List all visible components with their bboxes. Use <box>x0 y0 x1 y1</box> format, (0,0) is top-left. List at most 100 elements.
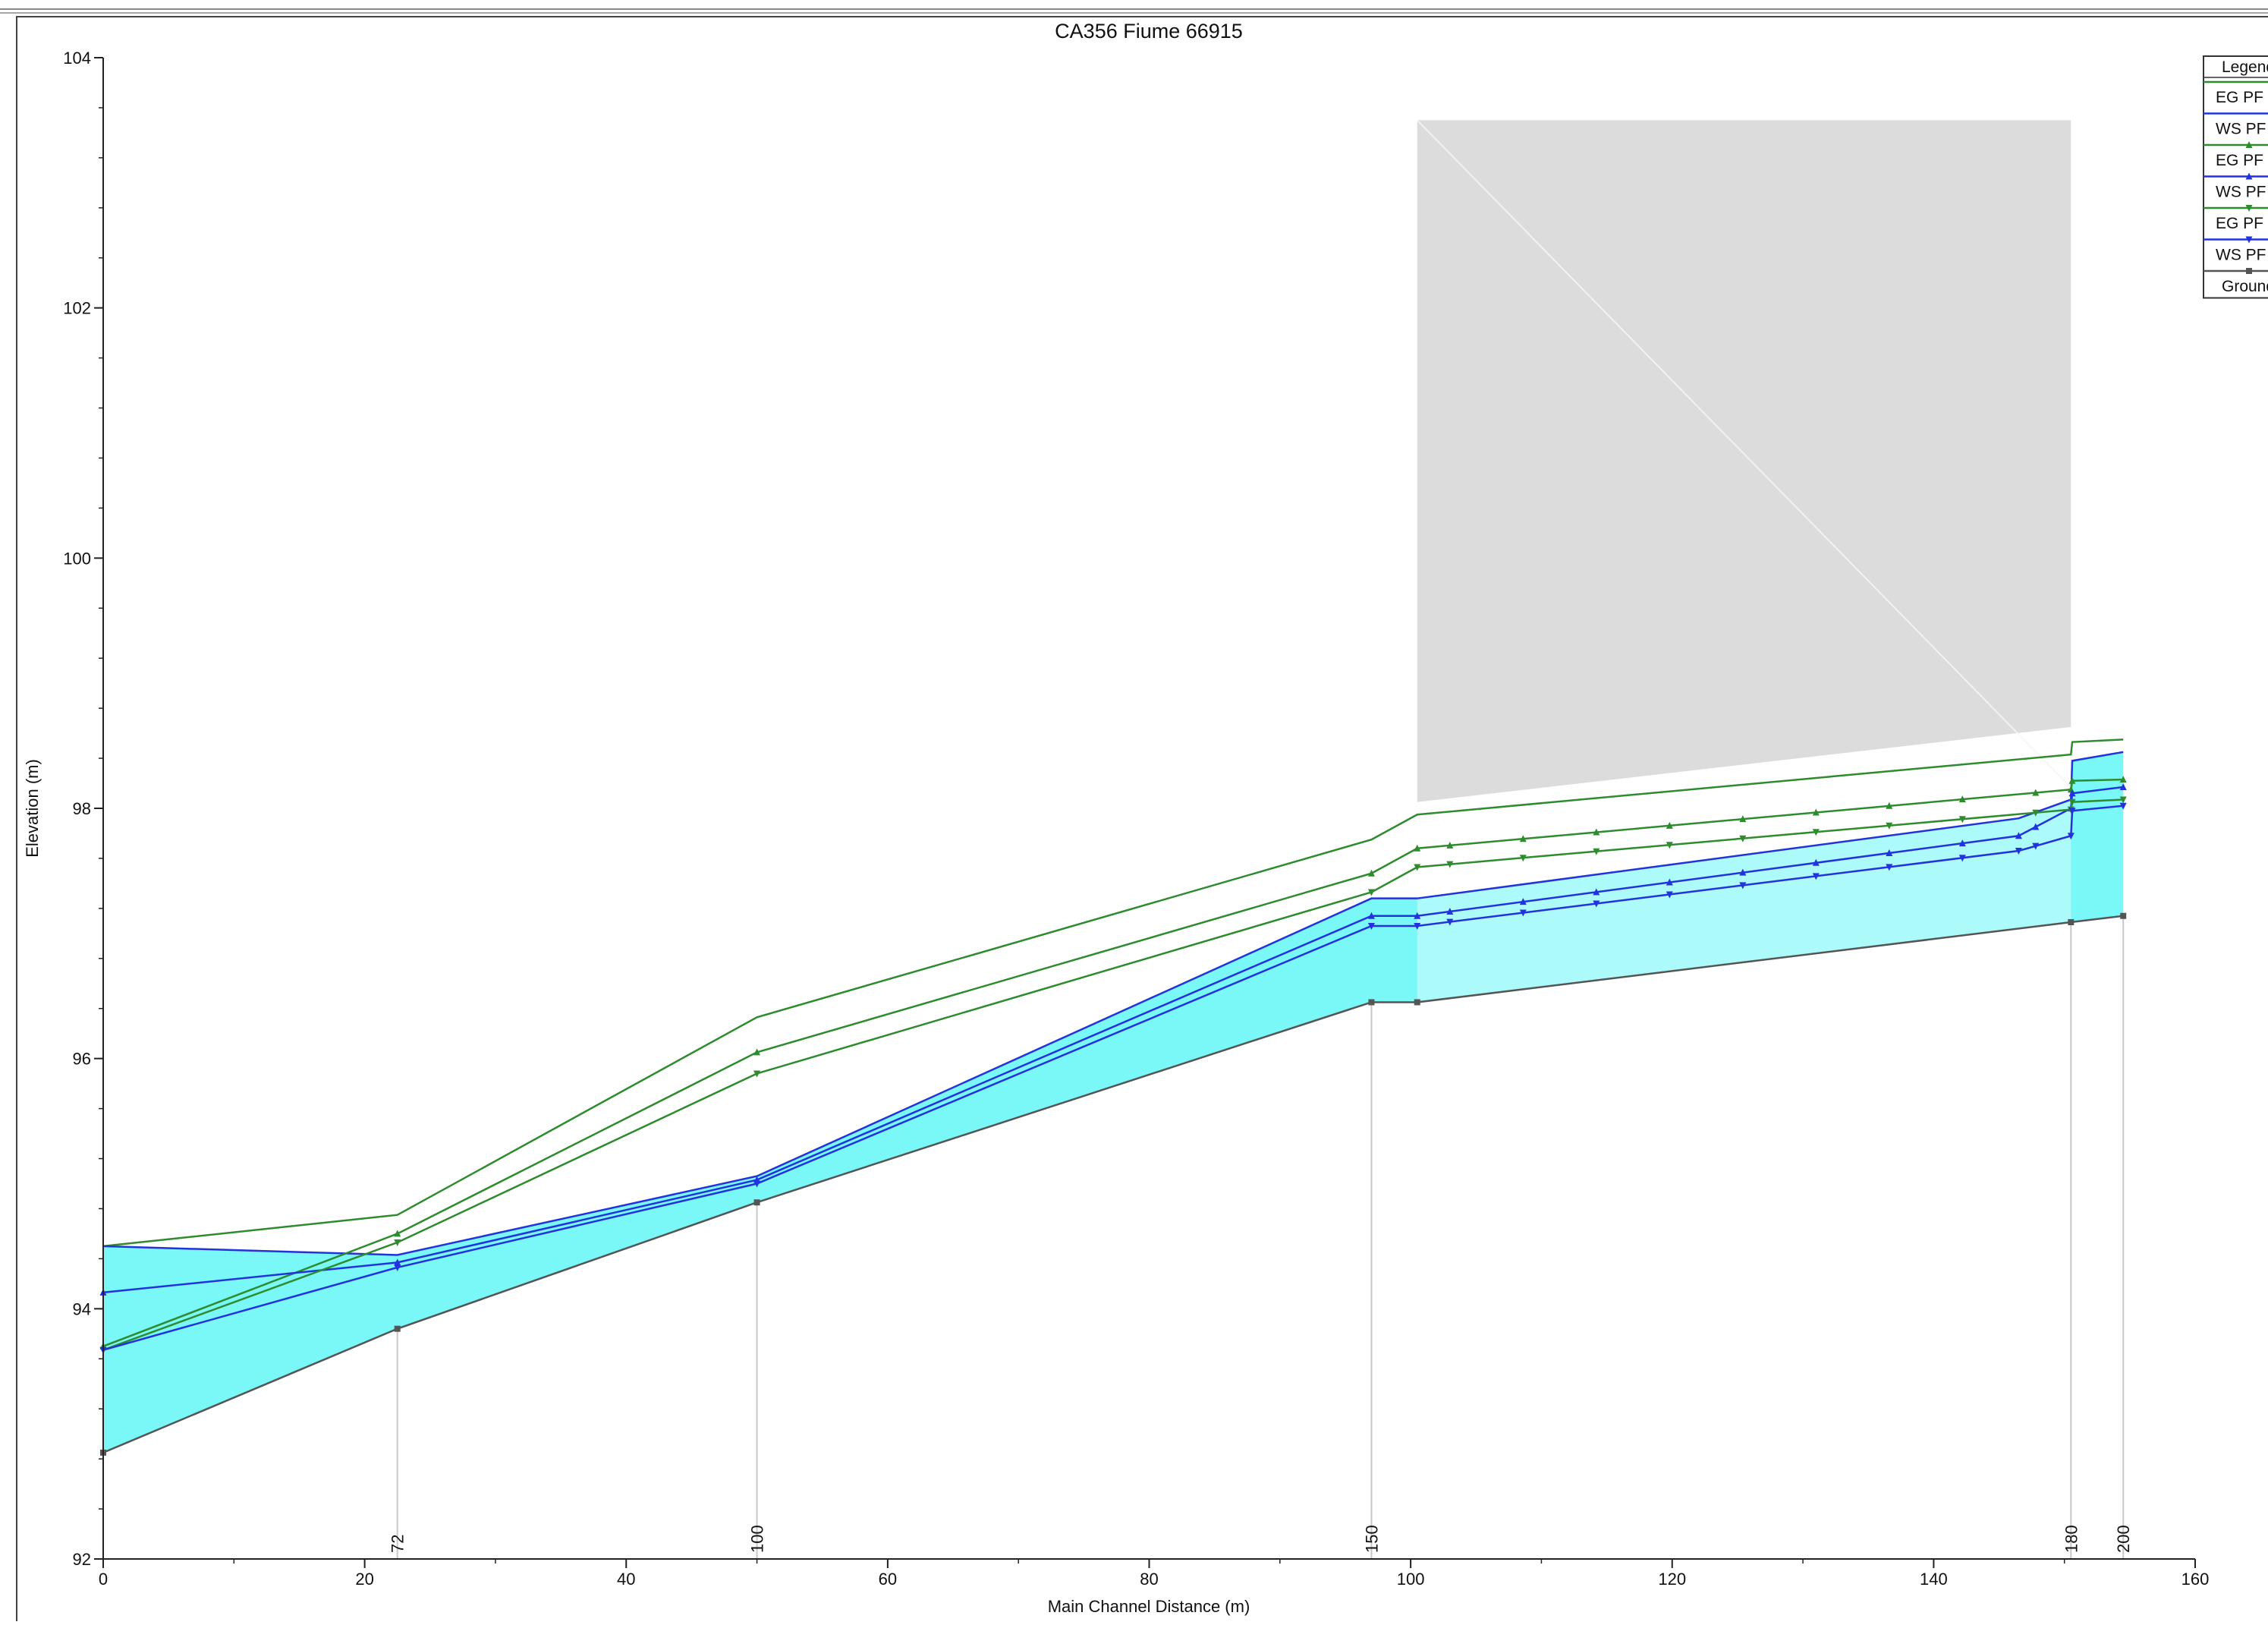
data-point-marker <box>1886 801 1893 809</box>
data-point-marker <box>1367 869 1375 877</box>
legend-label: EG PF <box>2216 89 2263 106</box>
y-tick-label: 98 <box>73 799 91 818</box>
series-7 <box>100 912 2127 1456</box>
data-point-marker <box>1414 912 1421 919</box>
x-tick-label: 20 <box>355 1570 373 1589</box>
data-point-marker <box>394 1264 401 1271</box>
data-point-marker <box>2119 802 2127 810</box>
data-point-marker <box>2119 776 2127 783</box>
y-axis-label: Elevation (m) <box>23 759 42 858</box>
legend-title: Legend <box>2222 58 2268 76</box>
data-point-marker <box>2032 823 2040 830</box>
data-point-marker <box>1812 808 1820 816</box>
x-tick-label: 40 <box>617 1570 635 1589</box>
series-line <box>102 751 2124 1256</box>
x-tick-label: 100 <box>1397 1570 1425 1589</box>
data-point-marker <box>1958 816 1966 824</box>
legend-label: WS PF <box>2216 247 2266 264</box>
data-point-marker <box>1886 849 1893 856</box>
x-tick-label: 120 <box>1658 1570 1686 1589</box>
data-point-marker <box>1812 829 1820 836</box>
y-tick-label: 92 <box>73 1550 91 1569</box>
x-tick-label: 160 <box>2181 1570 2210 1589</box>
data-point-marker <box>1958 839 1966 847</box>
y-tick-label: 102 <box>63 299 91 318</box>
data-point-marker <box>1519 909 1527 917</box>
data-point-marker <box>1593 828 1600 836</box>
data-point-marker <box>2119 783 2127 790</box>
station-label: 180 <box>2062 1525 2081 1553</box>
y-tick-label: 100 <box>63 549 91 568</box>
legend-label: Ground <box>2222 278 2268 295</box>
water-fill-area <box>103 751 2124 1453</box>
data-point-marker <box>1812 858 1820 866</box>
culvert-deck-diagonal <box>1417 119 2072 789</box>
data-point-marker <box>394 1258 401 1266</box>
data-point-marker <box>753 1180 761 1188</box>
series-1 <box>102 738 2124 1248</box>
y-tick-label: 96 <box>73 1050 91 1069</box>
data-point-marker <box>2032 789 2040 796</box>
series-line <box>102 915 2124 1454</box>
data-point-marker <box>2246 268 2252 274</box>
x-tick-label: 140 <box>1920 1570 1948 1589</box>
x-tick-label: 0 <box>99 1570 108 1589</box>
data-point-marker <box>1414 864 1421 871</box>
series-line <box>102 738 2124 1248</box>
x-tick-label: 60 <box>879 1570 897 1589</box>
x-axis-label: Main Channel Distance (m) <box>1048 1597 1250 1616</box>
data-point-marker <box>1739 815 1747 823</box>
data-point-marker <box>2015 848 2022 855</box>
data-point-marker <box>1739 882 1747 890</box>
data-point-marker <box>2068 808 2076 815</box>
series-6 <box>99 802 2127 1354</box>
data-point-marker <box>2245 172 2253 180</box>
data-point-marker <box>2068 776 2076 784</box>
data-point-marker <box>1958 795 1966 803</box>
data-point-marker <box>1446 861 1454 868</box>
x-tick-label: 80 <box>1140 1570 1158 1589</box>
y-tick-label: 94 <box>73 1299 91 1318</box>
data-point-marker <box>1812 873 1820 880</box>
data-point-marker <box>753 1070 761 1078</box>
data-point-marker <box>2015 832 2022 839</box>
data-point-marker <box>2068 918 2075 925</box>
data-point-marker <box>1958 855 1966 862</box>
data-point-marker <box>2245 205 2253 212</box>
data-point-marker <box>1886 822 1893 830</box>
data-point-marker <box>2068 798 2076 806</box>
data-point-marker <box>394 1230 401 1237</box>
station-label: 200 <box>2114 1525 2133 1553</box>
data-point-marker <box>1739 868 1747 876</box>
data-point-marker <box>753 1048 761 1056</box>
data-point-marker <box>1446 841 1454 849</box>
series-2 <box>102 751 2124 1256</box>
data-point-marker <box>2032 842 2040 850</box>
data-point-marker <box>1593 900 1600 908</box>
data-point-marker <box>1414 922 1421 930</box>
data-point-marker <box>1446 908 1454 915</box>
data-point-marker <box>1446 918 1454 926</box>
series-3 <box>99 776 2127 1349</box>
data-point-marker <box>1414 844 1421 852</box>
data-point-marker <box>1886 864 1893 871</box>
data-point-marker <box>753 1199 760 1206</box>
data-point-marker <box>2067 833 2075 840</box>
data-point-marker <box>1367 922 1375 930</box>
data-point-marker <box>1519 835 1527 842</box>
data-point-marker <box>2245 236 2253 244</box>
data-point-marker <box>1367 889 1375 896</box>
y-tick-label: 104 <box>63 49 91 68</box>
data-point-marker <box>1519 898 1527 905</box>
data-point-marker <box>1368 999 1375 1006</box>
data-point-marker <box>1666 842 1673 849</box>
data-point-marker <box>1519 855 1527 862</box>
data-point-marker <box>2120 912 2127 919</box>
legend-label: EG PF <box>2216 152 2263 169</box>
station-label: 72 <box>388 1535 407 1553</box>
data-point-marker <box>394 1325 401 1332</box>
data-point-marker <box>1593 848 1600 855</box>
data-point-marker <box>1414 999 1420 1006</box>
